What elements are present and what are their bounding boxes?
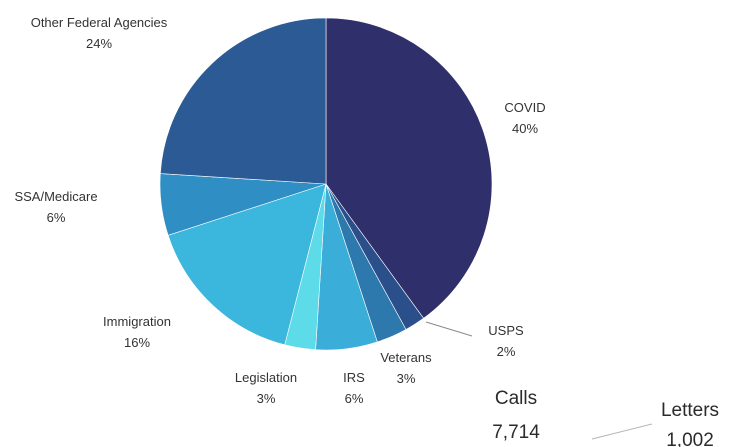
pie-slice-covid [325,17,493,319]
letters-label: Letters [661,400,719,421]
slice-labels: COVID 40% USPS 2% Veterans 3% IRS 6% Legislation… [14,15,545,406]
letters-value: 1,002 [666,430,714,447]
slice-value-other-federal-agencies: 24% [86,36,112,51]
pie-slices [159,17,493,351]
slice-value-ssa-medicare: 6% [47,210,66,225]
letters-leader-line [591,423,653,440]
slice-label-veterans: Veterans [380,350,432,365]
slice-value-legislation: 3% [257,391,276,406]
slice-label-legislation: Legislation [235,370,297,385]
leader-lines [425,321,473,337]
slice-label-ssa-medicare: SSA/Medicare [14,189,97,204]
slice-label-immigration: Immigration [103,314,171,329]
leader-line-usps [425,321,473,337]
calls-label: Calls [495,388,537,409]
slice-value-veterans: 3% [397,371,416,386]
slice-value-irs: 6% [345,391,364,406]
slice-value-covid: 40% [512,121,538,136]
slice-label-covid: COVID [504,100,545,115]
slice-label-other-federal-agencies: Other Federal Agencies [31,15,168,30]
slice-label-irs: IRS [343,370,365,385]
pie-slice-other-federal-agencies [160,17,327,185]
slice-value-immigration: 16% [124,335,150,350]
pie-slice-immigration [167,183,327,346]
calls-value: 7,714 [492,422,540,443]
slice-label-usps: USPS [488,323,524,338]
slice-value-usps: 2% [497,344,516,359]
